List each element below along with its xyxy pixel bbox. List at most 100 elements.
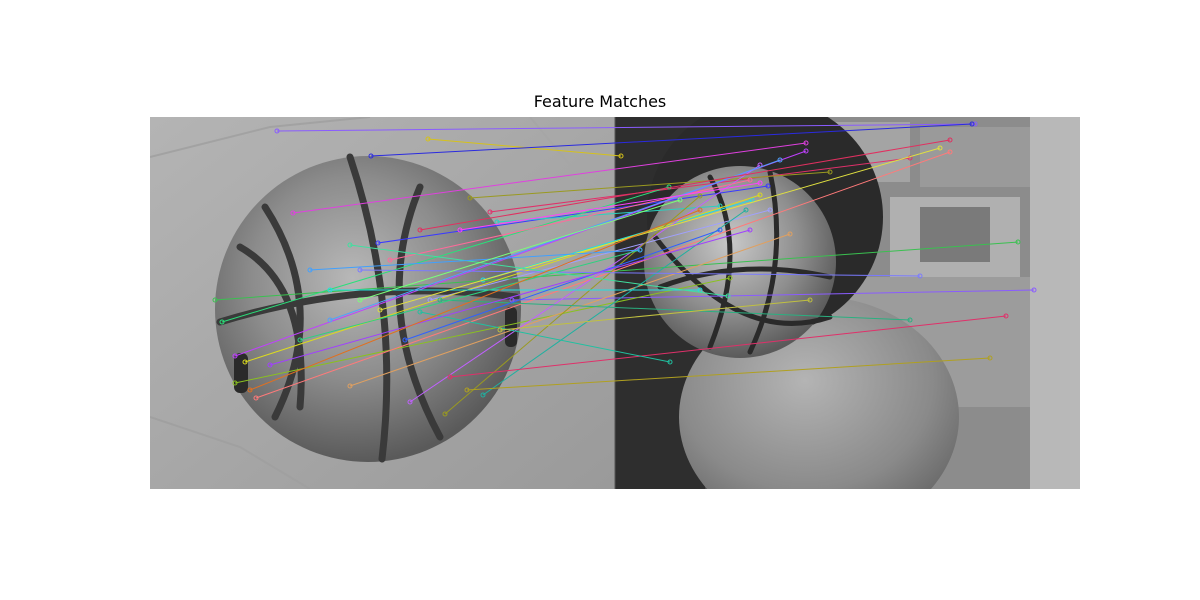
- match-line: [299, 249, 641, 341]
- keypoint-right: [618, 153, 624, 159]
- keypoint-left: [247, 387, 253, 393]
- match-line: [269, 229, 751, 366]
- keypoint-left: [375, 240, 381, 246]
- keypoint-right: [777, 157, 783, 163]
- match-line: [482, 199, 753, 281]
- left-image: [150, 117, 615, 489]
- keypoint-left: [274, 128, 280, 134]
- match-line: [449, 315, 1007, 378]
- keypoint-right: [667, 359, 673, 365]
- keypoint-right: [767, 207, 773, 213]
- match-line: [292, 142, 807, 214]
- keypoint-left: [267, 362, 273, 368]
- keypoint-left: [480, 392, 486, 398]
- match-line: [466, 357, 991, 391]
- match-line: [439, 299, 911, 321]
- match-canvas: [150, 117, 1080, 489]
- keypoint-right: [637, 247, 643, 253]
- match-line: [379, 147, 941, 311]
- match-line: [404, 229, 721, 341]
- match-line: [444, 195, 701, 415]
- keypoint-right: [765, 183, 771, 189]
- keypoint-right: [747, 227, 753, 233]
- keypoint-left: [347, 383, 353, 389]
- keypoint-right: [969, 121, 975, 127]
- match-line: [359, 199, 681, 301]
- match-lines: [212, 121, 1037, 417]
- match-line: [249, 209, 701, 391]
- keypoint-right: [787, 231, 793, 237]
- keypoint-left: [290, 210, 296, 216]
- keypoint-right: [917, 273, 923, 279]
- keypoint-left: [402, 337, 408, 343]
- keypoint-right: [803, 140, 809, 146]
- match-line: [489, 157, 911, 213]
- keypoint-right: [803, 148, 809, 154]
- keypoint-left: [357, 297, 363, 303]
- match-line: [234, 277, 731, 384]
- keypoint-left: [212, 297, 218, 303]
- keypoint-left: [253, 395, 259, 401]
- match-line: [459, 182, 761, 231]
- keypoint-right: [747, 177, 753, 183]
- match-axes: [150, 117, 1080, 489]
- keypoint-left: [509, 297, 515, 303]
- keypoint-right: [757, 180, 763, 186]
- keypoint-left: [368, 153, 374, 159]
- match-line: [409, 164, 761, 403]
- match-line: [255, 151, 951, 399]
- keypoint-left: [307, 267, 313, 273]
- match-line: [499, 299, 811, 331]
- keypoint-right: [1015, 239, 1021, 245]
- keypoint-left: [297, 337, 303, 343]
- keypoint-left: [442, 411, 448, 417]
- match-line: [496, 205, 721, 223]
- keypoint-right: [972, 121, 978, 127]
- keypoint-right: [717, 227, 723, 233]
- keypoint-right: [697, 193, 703, 199]
- keypoint-right: [725, 293, 731, 299]
- keypoint-right: [757, 192, 763, 198]
- match-line: [349, 233, 791, 387]
- keypoint-left: [357, 267, 363, 273]
- match-line: [511, 289, 1035, 301]
- keypoint-left: [407, 399, 413, 405]
- keypoint-left: [464, 387, 470, 393]
- keypoint-left: [242, 359, 248, 365]
- keypoint-left: [232, 380, 238, 386]
- keypoint-right: [987, 355, 993, 361]
- keypoint-right: [827, 169, 833, 175]
- keypoint-left: [457, 227, 463, 233]
- match-line: [377, 185, 769, 244]
- keypoint-left: [232, 353, 238, 359]
- keypoint-left: [425, 136, 431, 142]
- keypoint-left: [467, 195, 473, 201]
- match-line: [429, 209, 771, 301]
- keypoint-left: [347, 242, 353, 248]
- match-line: [221, 186, 670, 323]
- keypoint-right: [727, 275, 733, 281]
- keypoint-right: [743, 207, 749, 213]
- keypoint-left: [327, 317, 333, 323]
- match-line: [309, 249, 641, 271]
- keypoint-right: [697, 207, 703, 213]
- match-line: [370, 123, 973, 157]
- keypoint-right: [1031, 287, 1037, 293]
- keypoint-right: [947, 149, 953, 155]
- match-line: [469, 171, 831, 199]
- keypoint-left: [327, 287, 333, 293]
- match-line: [389, 179, 751, 261]
- keypoint-right: [947, 137, 953, 143]
- keypoint-left: [417, 227, 423, 233]
- keypoint-left: [487, 209, 493, 215]
- keypoint-left: [437, 297, 443, 303]
- keypoint-left: [387, 257, 393, 263]
- keypoint-left: [377, 307, 383, 313]
- keypoint-right: [677, 197, 683, 203]
- keypoint-right: [1003, 313, 1009, 319]
- keypoint-right: [937, 145, 943, 151]
- match-line: [482, 209, 747, 396]
- keypoint-left: [417, 309, 423, 315]
- keypoint-right: [907, 317, 913, 323]
